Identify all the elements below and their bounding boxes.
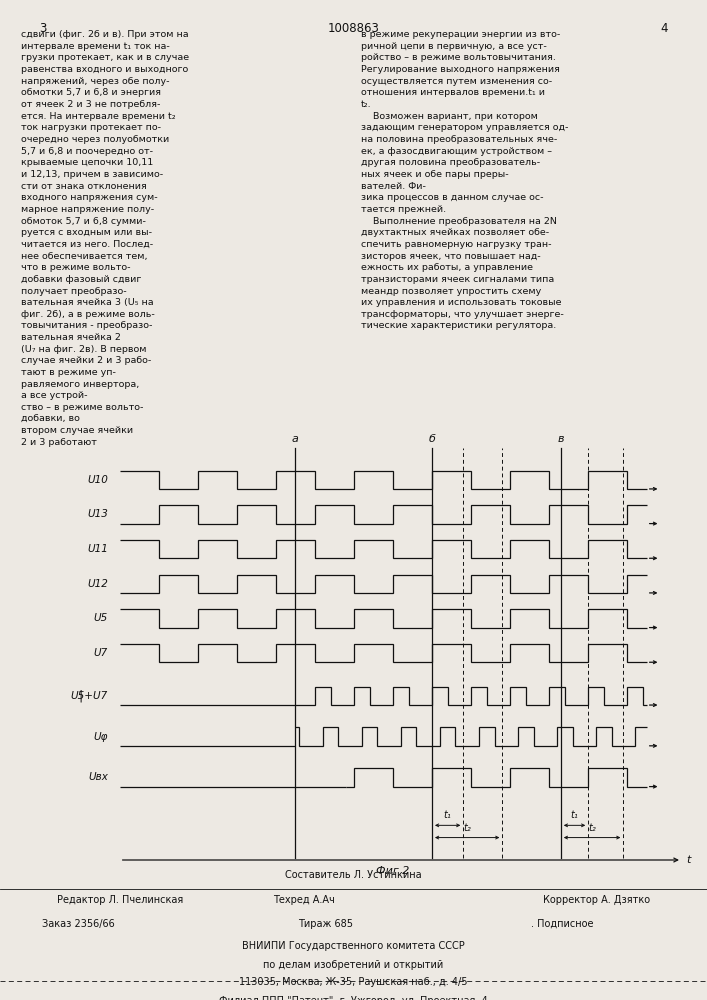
Text: б: б [428, 434, 436, 444]
Text: U12: U12 [87, 579, 108, 589]
Text: 113035, Москва, Ж-35, Раушская наб., д. 4/5: 113035, Москва, Ж-35, Раушская наб., д. … [239, 977, 468, 987]
Text: а: а [292, 434, 299, 444]
Text: U11: U11 [87, 544, 108, 554]
Text: Фиг 2: Фиг 2 [376, 866, 409, 876]
Text: 3: 3 [39, 22, 46, 35]
Text: Составитель Л. Устинкина: Составитель Л. Устинкина [285, 870, 422, 880]
Text: ВНИИПИ Государственного комитета СССР: ВНИИПИ Государственного комитета СССР [242, 941, 465, 951]
Text: U13: U13 [87, 509, 108, 519]
Text: Филиал ППП "Патент", г. Ужгород, ул. Проектная, 4: Филиал ППП "Патент", г. Ужгород, ул. Про… [219, 996, 488, 1000]
Text: Редактор Л. Пчелинская: Редактор Л. Пчелинская [57, 895, 183, 905]
Text: t₂: t₂ [463, 823, 471, 833]
Text: 1008863: 1008863 [327, 22, 380, 35]
Text: Техред А.Ач: Техред А.Ач [273, 895, 335, 905]
Text: t: t [686, 855, 690, 865]
Text: U5+U7: U5+U7 [71, 691, 108, 701]
Text: в режиме рекуперации энергии из вто-
ричной цепи в первичную, а все уст-
ройство: в режиме рекуперации энергии из вто- рич… [361, 30, 568, 330]
Text: t₂: t₂ [588, 823, 596, 833]
Text: U7: U7 [94, 648, 108, 658]
Text: U5: U5 [94, 613, 108, 623]
Text: U10: U10 [87, 475, 108, 485]
Text: |: | [78, 689, 83, 702]
Text: Заказ 2356/66: Заказ 2356/66 [42, 919, 115, 929]
Text: Тираж 685: Тираж 685 [298, 919, 353, 929]
Text: Uвх: Uвх [88, 772, 108, 782]
Text: в: в [558, 434, 564, 444]
Text: сдвиги (фиг. 2б и в). При этом на
интервале времени t₁ ток на-
грузки протекает,: сдвиги (фиг. 2б и в). При этом на интерв… [21, 30, 189, 447]
Text: 4: 4 [660, 22, 668, 35]
Text: Корректор А. Дзятко: Корректор А. Дзятко [543, 895, 650, 905]
Text: по делам изобретений и открытий: по делам изобретений и открытий [264, 960, 443, 970]
Text: . Подписное: . Подписное [532, 919, 594, 929]
Text: t₁: t₁ [444, 810, 452, 820]
Text: Uφ: Uφ [93, 732, 108, 742]
Text: t₁: t₁ [571, 810, 578, 820]
